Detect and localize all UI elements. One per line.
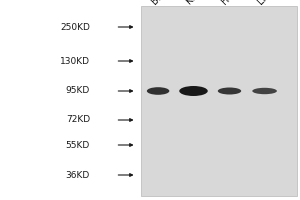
Text: Liver: Liver [255, 0, 280, 6]
Text: 130KD: 130KD [60, 56, 90, 66]
Text: Heart: Heart [219, 0, 246, 6]
FancyBboxPatch shape [141, 6, 297, 196]
Ellipse shape [252, 88, 277, 94]
Text: 36KD: 36KD [66, 170, 90, 180]
Text: Kidney: Kidney [183, 0, 214, 6]
Ellipse shape [218, 87, 241, 94]
Text: 55KD: 55KD [66, 140, 90, 149]
Ellipse shape [147, 87, 169, 95]
Ellipse shape [179, 86, 208, 96]
Text: Brain: Brain [149, 0, 174, 6]
Text: 95KD: 95KD [66, 86, 90, 95]
Text: 250KD: 250KD [60, 22, 90, 31]
Text: 72KD: 72KD [66, 116, 90, 124]
